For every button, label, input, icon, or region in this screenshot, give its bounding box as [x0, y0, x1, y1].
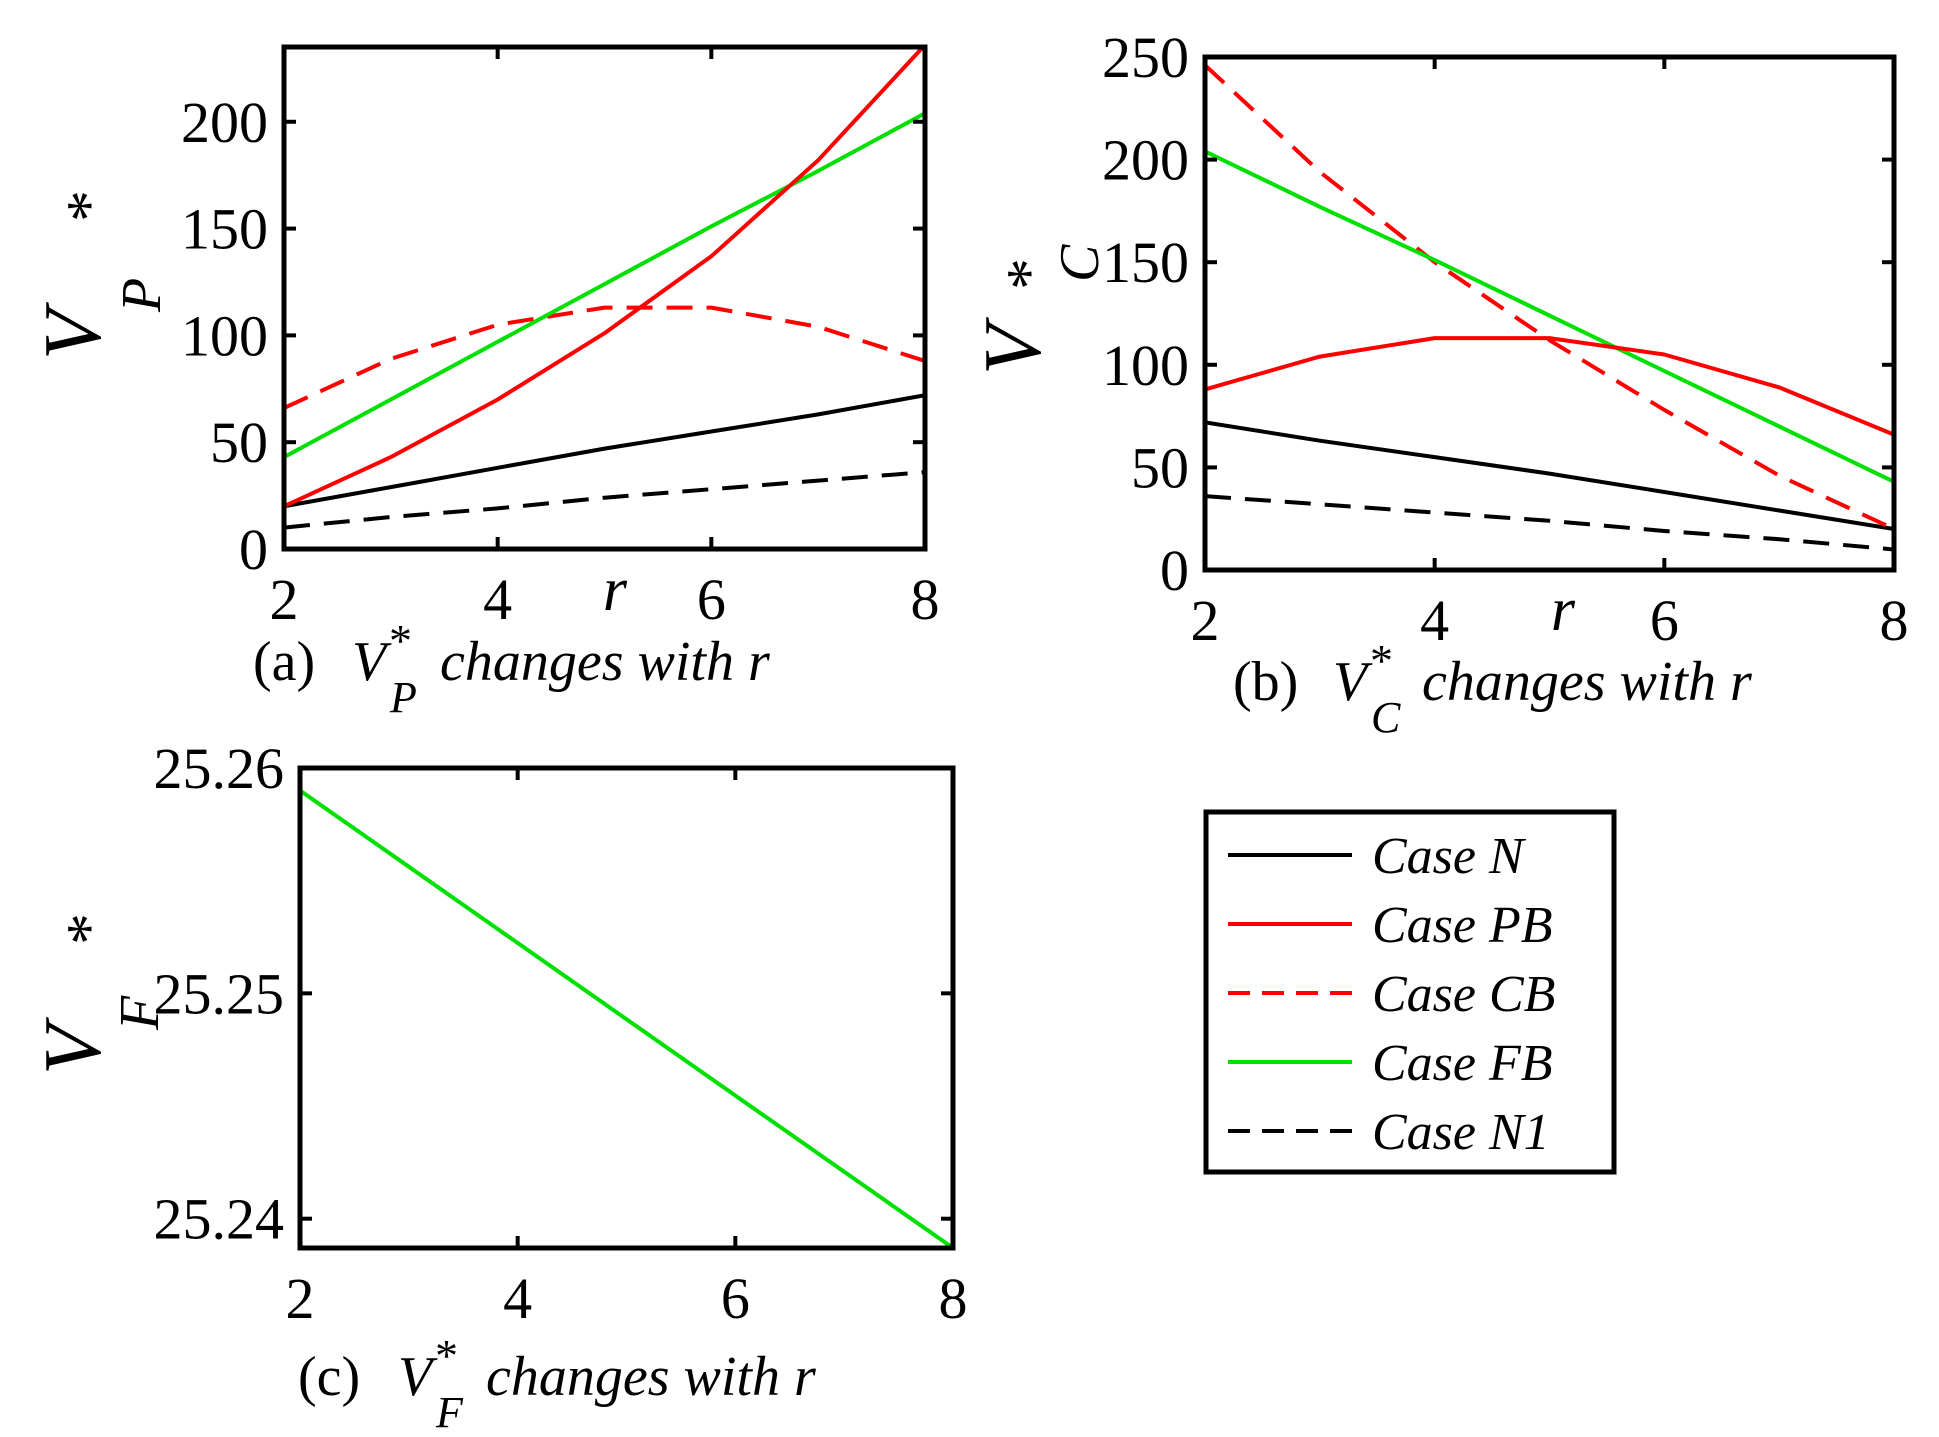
plot-area-c — [300, 768, 953, 1248]
xtick-label-a: 2 — [270, 567, 299, 632]
series-b-case-n — [1205, 420, 1894, 531]
series-group-b — [1205, 63, 1894, 552]
plot-area-a — [284, 47, 925, 549]
ytick-label-c: 25.24 — [154, 1187, 285, 1252]
caption-b-prefix: (b) — [1233, 651, 1298, 713]
xtick-label-c: 2 — [286, 1266, 315, 1331]
ytick-label-a: 150 — [181, 197, 268, 262]
series-a-case-pb — [284, 47, 925, 509]
caption-a-star: * — [389, 615, 412, 666]
legend-label-case-n: Case N — [1372, 828, 1527, 885]
xtick-label-a: 4 — [483, 567, 512, 632]
ytick-label-b: 50 — [1131, 435, 1189, 500]
ylabel-b-star: * — [993, 258, 1064, 290]
caption-a-suffix: changes with r — [440, 631, 770, 693]
ylabel-a-main: V — [27, 302, 118, 360]
subplot-b: V * C r (b) V * C changes with r 2 4 6 8 0 50… — [967, 25, 1909, 742]
xtick-label-c: 4 — [503, 1266, 532, 1331]
caption-a-prefix: (a) — [253, 631, 315, 693]
ytick-label-c: 25.25 — [154, 961, 285, 1026]
legend-label-case-n1: Case N1 — [1372, 1104, 1550, 1161]
series-group-a — [284, 47, 925, 530]
ytick-label-a: 200 — [181, 90, 268, 155]
ylabel-b-sub: C — [1049, 244, 1111, 282]
caption-c-prefix: (c) — [298, 1346, 360, 1408]
series-c-case-fb — [300, 788, 953, 1248]
xtick-label-a: 8 — [911, 567, 940, 632]
caption-a-sub: P — [389, 673, 417, 722]
ylabel-a-star: * — [53, 190, 124, 222]
series-b-case-pb — [1205, 336, 1894, 437]
xtick-label-c: 8 — [939, 1266, 968, 1331]
xtick-label-b: 8 — [1880, 588, 1909, 653]
caption-c-suffix: changes with r — [486, 1346, 816, 1408]
ylabel-a-sub: P — [111, 278, 173, 313]
xtick-label-c: 6 — [721, 1266, 750, 1331]
legend-label-case-fb: Case FB — [1372, 1035, 1553, 1092]
legend-label-case-cb: Case CB — [1372, 966, 1555, 1023]
ytick-label-b: 150 — [1102, 230, 1189, 295]
caption-b-v: V — [1333, 651, 1373, 713]
series-a-case-fb — [284, 111, 925, 459]
series-b-case-fb — [1205, 149, 1894, 484]
ytick-label-b: 250 — [1102, 25, 1189, 90]
caption-c-star: * — [435, 1330, 458, 1381]
xtick-label-a: 6 — [697, 567, 726, 632]
legend-label-case-pb: Case PB — [1372, 897, 1553, 954]
ylabel-c-sub: F — [109, 995, 171, 1031]
ytick-label-c: 25.26 — [154, 736, 285, 801]
xlabel-a: r — [603, 556, 628, 624]
ytick-label-a: 0 — [239, 517, 268, 582]
xtick-label-b: 6 — [1650, 588, 1679, 653]
ytick-label-b: 100 — [1102, 333, 1189, 398]
caption-b-sub: C — [1371, 693, 1401, 742]
caption-c-sub: F — [435, 1388, 464, 1437]
ytick-label-b: 200 — [1102, 128, 1189, 193]
caption-c-v: V — [398, 1346, 438, 1408]
caption-b-suffix: changes with r — [1422, 651, 1752, 713]
ytick-label-b: 0 — [1160, 538, 1189, 603]
caption-a-v: V — [352, 631, 392, 693]
subplot-a: V * P r (a) V * P changes with r 2 4 6 8 0 50… — [27, 44, 940, 722]
series-a-case-n — [284, 393, 925, 509]
xlabel-b: r — [1551, 576, 1576, 644]
ytick-label-a: 100 — [181, 303, 268, 368]
xtick-label-b: 4 — [1420, 588, 1449, 653]
axes-frame-b — [1202, 54, 1897, 573]
ylabel-c-star: * — [53, 913, 124, 945]
series-b-case-n1 — [1205, 494, 1894, 552]
series-group-c — [300, 788, 953, 1248]
series-b-case-cb — [1205, 63, 1894, 531]
legend: Case N Case PB Case CB Case FB Case N1 — [1203, 809, 1617, 1175]
series-a-case-n1 — [284, 470, 925, 530]
xtick-label-b: 2 — [1191, 588, 1220, 653]
ytick-label-a: 50 — [210, 410, 268, 475]
ylabel-b-main: V — [967, 317, 1058, 375]
caption-b-star: * — [1370, 635, 1393, 686]
ylabel-c-main: V — [27, 1017, 118, 1075]
series-a-case-cb — [284, 305, 925, 410]
axes-frame-a — [281, 44, 928, 552]
axes-frame-c — [297, 765, 956, 1251]
subplot-c: V * F (c) V * F changes with r 2 4 6 8 25.24… — [27, 736, 968, 1437]
